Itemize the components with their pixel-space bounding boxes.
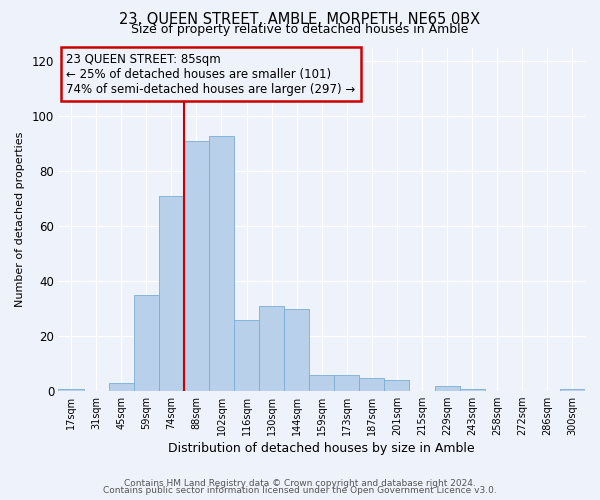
Text: Size of property relative to detached houses in Amble: Size of property relative to detached ho… — [131, 22, 469, 36]
Bar — [109, 383, 134, 392]
Bar — [58, 388, 83, 392]
Bar — [309, 375, 334, 392]
Text: Contains HM Land Registry data © Crown copyright and database right 2024.: Contains HM Land Registry data © Crown c… — [124, 478, 476, 488]
Text: 23, QUEEN STREET, AMBLE, MORPETH, NE65 0BX: 23, QUEEN STREET, AMBLE, MORPETH, NE65 0… — [119, 12, 481, 28]
Bar — [234, 320, 259, 392]
Text: 23 QUEEN STREET: 85sqm
← 25% of detached houses are smaller (101)
74% of semi-de: 23 QUEEN STREET: 85sqm ← 25% of detached… — [67, 52, 356, 96]
Bar — [385, 380, 409, 392]
Bar — [460, 388, 485, 392]
Bar — [259, 306, 284, 392]
Bar — [134, 295, 159, 392]
Bar — [334, 375, 359, 392]
X-axis label: Distribution of detached houses by size in Amble: Distribution of detached houses by size … — [169, 442, 475, 455]
Y-axis label: Number of detached properties: Number of detached properties — [15, 132, 25, 307]
Bar — [284, 309, 309, 392]
Bar — [434, 386, 460, 392]
Bar — [159, 196, 184, 392]
Bar — [184, 141, 209, 392]
Bar — [359, 378, 385, 392]
Bar — [209, 136, 234, 392]
Bar — [560, 388, 585, 392]
Text: Contains public sector information licensed under the Open Government Licence v3: Contains public sector information licen… — [103, 486, 497, 495]
